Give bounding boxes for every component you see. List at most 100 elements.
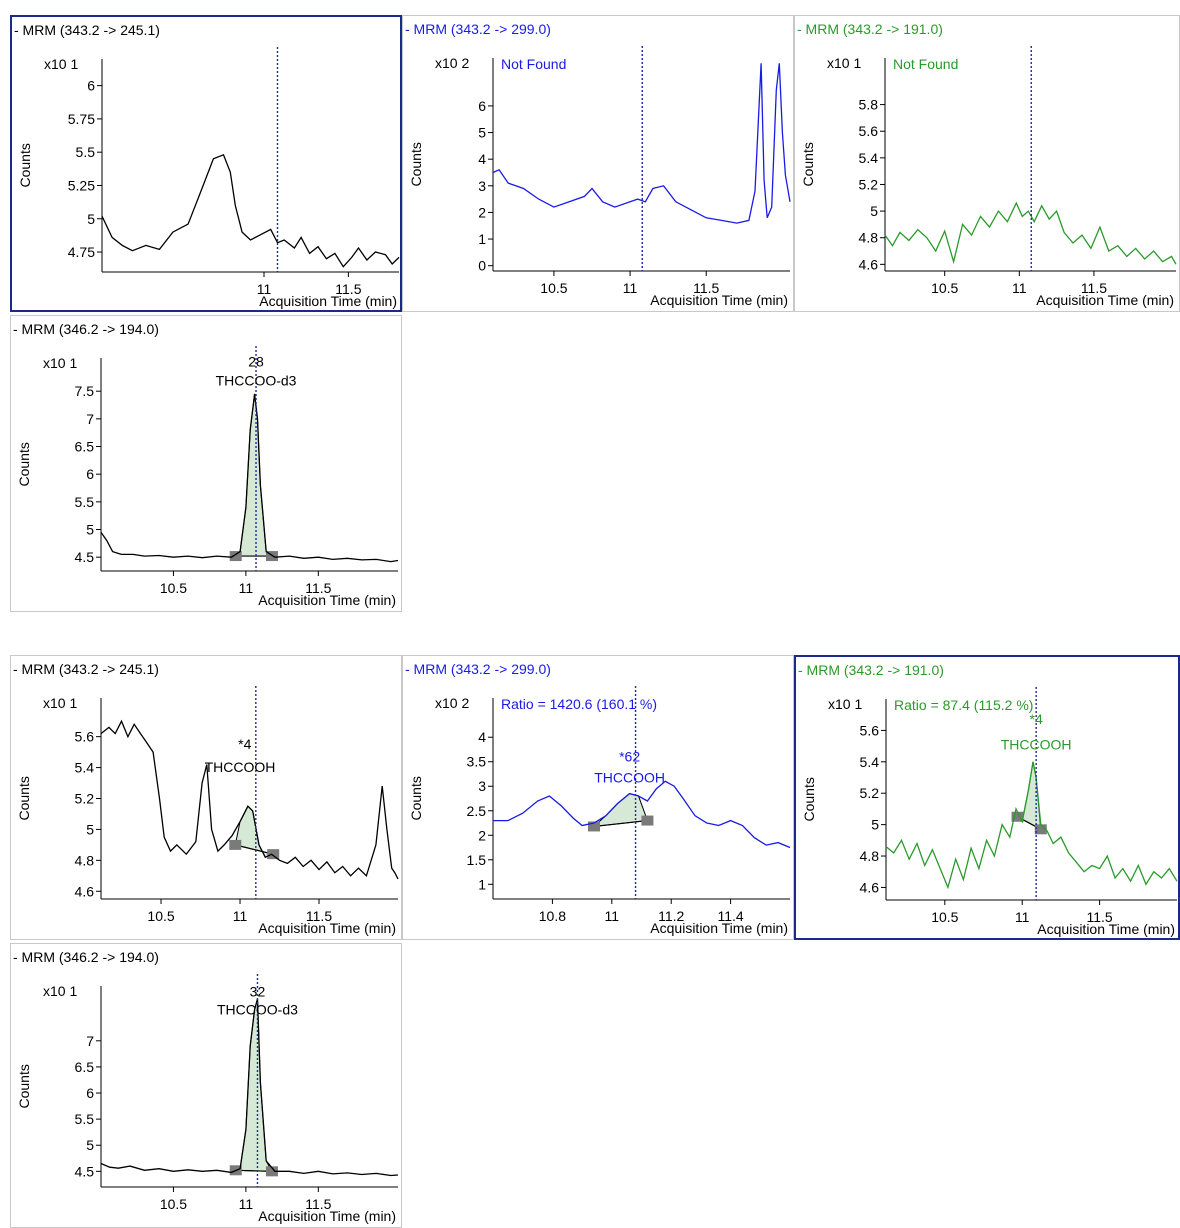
x-tick-label: 11.5 <box>1081 280 1107 296</box>
chart-svg: - MRM (346.2 -> 194.0) Counts x10 1 7.5 7 6.5… <box>13 321 399 608</box>
y-exponent-label: x10 1 <box>828 696 862 712</box>
chart-svg: - MRM (343.2 -> 299.0) Counts x10 2 Ratio =… <box>405 661 791 936</box>
x-tick-label: 10.5 <box>931 280 958 296</box>
y-tick-label: 2 <box>478 827 486 843</box>
chart-panel-g2-299[interactable]: - MRM (343.2 -> 299.0) Counts x10 2 Ratio =… <box>402 655 794 940</box>
y-tick-label: 4.5 <box>75 1163 95 1179</box>
y-tick-label: 3 <box>478 778 486 794</box>
peak-baseline <box>235 844 274 855</box>
peak-label: *4 <box>1030 711 1043 727</box>
y-tick-label: 3 <box>478 178 486 194</box>
chart-title: - MRM (343.2 -> 245.1) <box>13 661 159 677</box>
y-tick-label: 1 <box>478 876 486 892</box>
y-tick-label: 5.2 <box>75 791 95 807</box>
y-tick-label: 6 <box>86 466 94 482</box>
y-tick-label: 6 <box>478 98 486 114</box>
group-separator <box>0 620 1180 650</box>
peak-start-marker <box>229 839 242 850</box>
y-tick-label: 5.5 <box>75 1111 95 1127</box>
y-tick-label: 5.6 <box>859 123 879 139</box>
y-tick-label: 5.6 <box>860 722 880 738</box>
peak-end-marker <box>265 1166 278 1177</box>
chart-title: - MRM (346.2 -> 194.0) <box>13 949 159 965</box>
x-tick-label: 11 <box>623 280 638 296</box>
y-tick-label: 4 <box>478 729 486 745</box>
chromatogram-trace <box>493 780 791 849</box>
chromatogram-trace <box>100 393 399 563</box>
x-tick-label: 11.5 <box>693 280 719 296</box>
y-tick-label: 1 <box>478 231 486 247</box>
peak-integration-area <box>235 998 273 1172</box>
chart-panel-g1-191[interactable]: - MRM (343.2 -> 191.0) Counts x10 1 Not Fou… <box>794 15 1180 312</box>
y-axis-label: Counts <box>800 142 816 186</box>
chromatogram-trace <box>101 153 400 268</box>
y-exponent-label: x10 1 <box>43 355 77 371</box>
x-axis-label: Acquisition Time (min) <box>258 920 396 936</box>
y-tick-label: 5.4 <box>859 150 879 166</box>
y-tick-label: 7.5 <box>75 383 95 399</box>
chart-panel-g1-istd[interactable]: - MRM (346.2 -> 194.0) Counts x10 1 7.5 7 6.5… <box>10 315 402 612</box>
peak-baseline <box>235 1169 272 1172</box>
y-tick-label: 1.5 <box>467 852 487 868</box>
y-exponent-label: x10 1 <box>827 55 861 71</box>
x-tick-label: 11 <box>239 580 254 596</box>
chart-panel-g2-istd[interactable]: - MRM (346.2 -> 194.0) Counts x10 1 7 6.5 6 5.… <box>10 943 402 1228</box>
y-tick-label: 4.8 <box>75 852 95 868</box>
y-tick-label: 0 <box>478 258 486 274</box>
x-tick-label: 11 <box>1015 909 1030 925</box>
chart-panel-g1-299[interactable]: - MRM (343.2 -> 299.0) Counts x10 2 Not Fou… <box>402 15 794 312</box>
x-tick-label: 10.5 <box>160 1196 187 1212</box>
peak-label: THCCOO-d3 <box>216 373 297 389</box>
chart-title: - MRM (343.2 -> 191.0) <box>798 662 944 678</box>
y-axis-label: Counts <box>16 776 32 820</box>
y-tick-label: 5 <box>870 203 878 219</box>
y-tick-label: 5.4 <box>75 760 95 776</box>
y-exponent-label: x10 2 <box>435 695 469 711</box>
x-tick-label: 11 <box>233 908 248 924</box>
y-tick-label: 6 <box>87 78 95 94</box>
chart-title: - MRM (343.2 -> 299.0) <box>405 661 551 677</box>
chromatogram-trace <box>885 761 1178 890</box>
y-tick-label: 5.75 <box>68 111 95 127</box>
chart-svg: - MRM (343.2 -> 191.0) Counts x10 1 Not Fou… <box>797 21 1177 308</box>
y-exponent-label: x10 2 <box>435 55 469 71</box>
chart-annotation: Not Found <box>501 56 566 72</box>
y-tick-label: 4.6 <box>859 256 879 272</box>
chart-svg: - MRM (343.2 -> 191.0) Counts x10 1 Ratio =… <box>798 662 1178 937</box>
chart-annotation: Ratio = 1420.6 (160.1 %) <box>501 696 657 712</box>
peak-label: THCCOO-d3 <box>217 1002 298 1018</box>
chromatogram-trace <box>100 719 399 880</box>
peak-label: *62 <box>619 749 640 765</box>
peak-end-marker <box>1034 824 1047 835</box>
y-exponent-label: x10 1 <box>43 983 77 999</box>
y-tick-label: 5 <box>478 125 486 141</box>
x-tick-label: 10.8 <box>539 908 566 924</box>
y-tick-label: 5 <box>871 817 879 833</box>
peak-end-marker <box>641 815 654 826</box>
peak-start-marker <box>229 551 242 562</box>
x-tick-label: 11.5 <box>1086 909 1112 925</box>
y-tick-label: 5.4 <box>860 754 880 770</box>
y-tick-label: 4.5 <box>75 549 95 565</box>
y-tick-label: 7 <box>86 1033 94 1049</box>
chart-svg: - MRM (343.2 -> 299.0) Counts x10 2 Not Fou… <box>405 21 791 308</box>
y-tick-label: 4.8 <box>860 848 880 864</box>
chart-panel-g2-245[interactable]: - MRM (343.2 -> 245.1) Counts x10 1 5.6 5.4 5… <box>10 655 402 940</box>
x-tick-label: 10.5 <box>540 280 567 296</box>
peak-label: THCCOOH <box>205 759 276 775</box>
x-axis-label: Acquisition Time (min) <box>650 920 788 936</box>
y-axis-label: Counts <box>801 777 817 821</box>
y-tick-label: 5.6 <box>75 729 95 745</box>
y-tick-label: 5.5 <box>75 494 95 510</box>
x-tick-label: 11 <box>605 908 620 924</box>
chart-title: - MRM (343.2 -> 299.0) <box>405 21 551 37</box>
chart-panel-g1-245[interactable]: - MRM (343.2 -> 245.1) Counts x10 1 6 5.75 5.… <box>10 15 402 312</box>
chromatogram-trace <box>492 63 791 224</box>
chart-title: - MRM (343.2 -> 191.0) <box>797 21 943 37</box>
y-tick-label: 2.5 <box>467 803 487 819</box>
x-tick-label: 10.5 <box>147 908 174 924</box>
peak-baseline <box>593 819 648 828</box>
y-tick-label: 5.8 <box>859 97 879 113</box>
chart-panel-g2-191[interactable]: - MRM (343.2 -> 191.0) Counts x10 1 Ratio =… <box>794 655 1180 940</box>
peak-start-marker <box>587 821 600 832</box>
